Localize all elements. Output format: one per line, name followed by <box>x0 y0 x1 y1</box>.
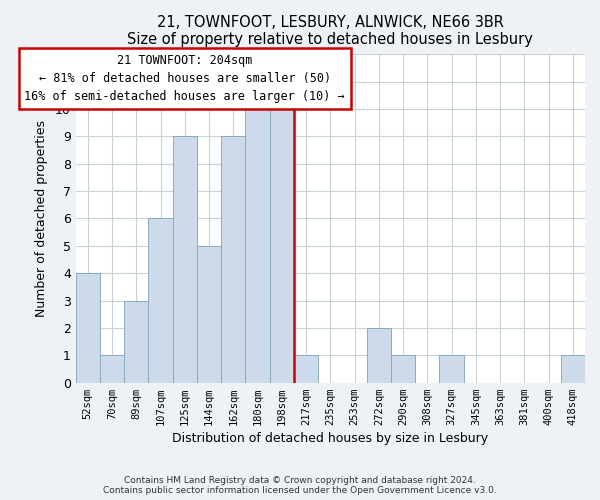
Bar <box>197 246 221 382</box>
Bar <box>148 218 173 382</box>
Text: 21 TOWNFOOT: 204sqm
← 81% of detached houses are smaller (50)
16% of semi-detach: 21 TOWNFOOT: 204sqm ← 81% of detached ho… <box>25 54 345 103</box>
Text: Contains HM Land Registry data © Crown copyright and database right 2024.
Contai: Contains HM Land Registry data © Crown c… <box>103 476 497 495</box>
Bar <box>76 273 100 382</box>
Bar <box>173 136 197 382</box>
Bar <box>124 300 148 382</box>
Title: 21, TOWNFOOT, LESBURY, ALNWICK, NE66 3BR
Size of property relative to detached h: 21, TOWNFOOT, LESBURY, ALNWICK, NE66 3BR… <box>127 15 533 48</box>
Y-axis label: Number of detached properties: Number of detached properties <box>35 120 48 317</box>
Bar <box>100 356 124 382</box>
Bar <box>294 356 318 382</box>
Bar <box>561 356 585 382</box>
Bar <box>245 109 270 382</box>
Bar <box>439 356 464 382</box>
Bar <box>391 356 415 382</box>
Bar <box>270 109 294 382</box>
Bar <box>367 328 391 382</box>
Bar <box>221 136 245 382</box>
X-axis label: Distribution of detached houses by size in Lesbury: Distribution of detached houses by size … <box>172 432 488 445</box>
